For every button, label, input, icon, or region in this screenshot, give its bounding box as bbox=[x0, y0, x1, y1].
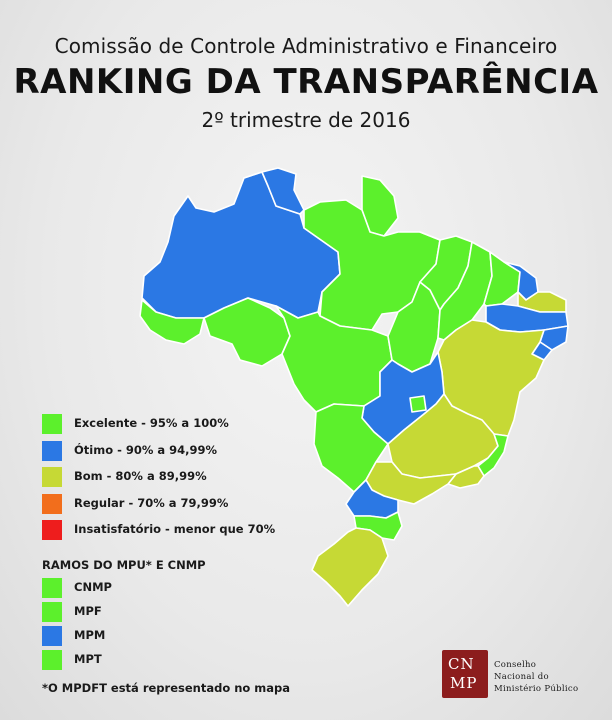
cnmp-logo: CN MP Conselho Nacional do Ministério Pú… bbox=[442, 650, 592, 702]
legend-swatch bbox=[42, 441, 62, 461]
legend-swatch bbox=[42, 414, 62, 434]
ramo-label: MPM bbox=[74, 628, 106, 642]
legend-label: Insatisfatório - menor que 70% bbox=[74, 522, 276, 536]
page-title: RANKING DA TRANSPARÊNCIA bbox=[13, 62, 599, 102]
ramo-swatch bbox=[42, 578, 62, 598]
logo-mark-top: CN bbox=[448, 655, 475, 673]
state-DF bbox=[409, 395, 427, 413]
logo-line-1: Conselho bbox=[494, 660, 537, 670]
legend-label: Excelente - 95% a 100% bbox=[74, 416, 229, 430]
legend-swatch bbox=[42, 520, 62, 540]
footnote: *O MPDFT está representado no mapa bbox=[42, 681, 291, 695]
logo-mark-bottom: MP bbox=[450, 674, 478, 692]
logo-line-2: Nacional do bbox=[494, 672, 549, 682]
organization-name: Comissão de Controle Administrativo e Fi… bbox=[54, 34, 558, 58]
state-AC bbox=[139, 299, 205, 345]
state-RJ bbox=[447, 465, 485, 489]
ramo-swatch bbox=[42, 626, 62, 646]
ramo-label: CNMP bbox=[74, 580, 112, 594]
state-TO bbox=[387, 281, 441, 373]
ramo-swatch bbox=[42, 650, 62, 670]
legend-swatch bbox=[42, 494, 62, 514]
ramo-swatch bbox=[42, 602, 62, 622]
logo-mark: CN MP bbox=[442, 650, 488, 698]
legend-swatch bbox=[42, 467, 62, 487]
ramos-title: RAMOS DO MPU* E CNMP bbox=[42, 558, 206, 572]
state-RS bbox=[311, 527, 389, 607]
ramo-label: MPT bbox=[74, 652, 102, 666]
legend-label: Ótimo - 90% a 94,99% bbox=[74, 443, 218, 457]
legend-label: Bom - 80% a 89,99% bbox=[74, 469, 207, 483]
period-subtitle: 2º trimestre de 2016 bbox=[201, 108, 411, 132]
ramo-label: MPF bbox=[74, 604, 102, 618]
state-AM bbox=[141, 171, 341, 319]
legend-label: Regular - 70% a 79,99% bbox=[74, 496, 229, 510]
logo-line-3: Ministério Público bbox=[494, 684, 579, 694]
